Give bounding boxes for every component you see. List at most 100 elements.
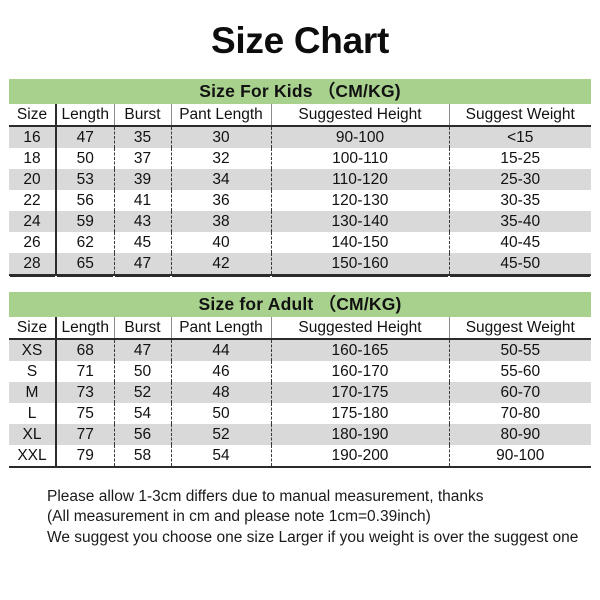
cell-suggest-weight: 45-50	[449, 252, 592, 276]
table-row: XL 77 56 52 180-190 80-90	[9, 423, 592, 445]
cell-pant-length: 40	[171, 231, 272, 253]
cell-burst: 56	[114, 423, 172, 445]
column-header-suggested-height: Suggested Height	[271, 103, 450, 127]
cell-size: 18	[9, 147, 57, 169]
cell-length: 53	[56, 168, 115, 190]
kids-table-body: 16 47 35 30 90-100 <15 18 50 37 32 100-1…	[9, 125, 592, 276]
cell-length: 50	[56, 147, 115, 169]
cell-pant-length: 36	[171, 189, 272, 211]
cell-size: S	[9, 360, 57, 382]
table-row: 20 53 39 34 110-120 25-30	[9, 168, 592, 190]
cell-pant-length: 46	[171, 360, 272, 382]
cell-suggested-height: 140-150	[271, 231, 450, 253]
cell-burst: 43	[114, 210, 172, 232]
cell-length: 56	[56, 189, 115, 211]
cell-suggest-weight: 30-35	[500, 191, 541, 209]
cell-suggested-height: 100-110	[271, 147, 450, 169]
cell-suggest-weight: 80-90	[449, 423, 592, 445]
cell-suggested-height: 110-120	[271, 168, 450, 190]
kids-size-table: Size For Kids （CM/KG) Size Length Burst …	[9, 78, 592, 276]
cell-suggest-weight: 40-45	[500, 233, 541, 251]
cell-length: 79	[56, 444, 115, 468]
cell-suggest-weight: 25-30	[449, 168, 592, 190]
cell-burst: 41	[114, 189, 172, 211]
cell-suggested-height: 160-170	[271, 360, 450, 382]
cell-length: 71	[56, 360, 115, 382]
footer-notes: Please allow 1-3cm differs due to manual…	[0, 487, 600, 549]
cell-burst: 35	[114, 125, 172, 148]
adult-column-header-row: Size Length Burst Pant Length Suggested …	[9, 316, 592, 340]
cell-pant-length: 50	[171, 402, 272, 424]
cell-burst: 47	[114, 338, 172, 361]
note-line-size-recommendation: We suggest you choose one size Larger if…	[47, 528, 579, 546]
cell-size: 26	[9, 231, 57, 253]
cell-burst: 45	[114, 231, 172, 253]
cell-suggested-height: 130-140	[271, 210, 450, 232]
cell-length: 62	[56, 231, 115, 253]
table-row: 22 56 41 36 120-130 30-35	[9, 189, 591, 211]
column-header-size: Size	[9, 103, 57, 127]
cell-burst: 37	[114, 147, 172, 169]
cell-suggest-weight: 15-25	[500, 149, 541, 167]
cell-pant-length: 30	[171, 125, 272, 148]
cell-burst: 39	[114, 168, 172, 190]
column-header-suggest-weight: Suggest Weight	[449, 316, 592, 340]
cell-suggest-weight: 55-60	[500, 362, 541, 380]
cell-suggest-weight: 60-70	[449, 381, 592, 403]
cell-suggested-height: 170-175	[271, 381, 450, 403]
cell-burst: 47	[114, 252, 172, 276]
cell-size: M	[9, 381, 57, 403]
adult-table-body: XS 68 47 44 160-165 50-55 S 71 50 46 160…	[9, 338, 592, 468]
table-row: 28 65 47 42 150-160 45-50	[9, 252, 592, 276]
cell-size: 16	[9, 125, 57, 148]
cell-size: 28	[9, 252, 57, 276]
cell-burst: 52	[114, 381, 172, 403]
cell-suggested-height: 150-160	[271, 252, 450, 276]
cell-suggested-height: 90-100	[271, 125, 450, 148]
cell-pant-length: 32	[171, 147, 272, 169]
cell-pant-length: 48	[171, 381, 272, 403]
cell-length: 65	[56, 252, 115, 276]
cell-pant-length: 38	[171, 210, 272, 232]
column-header-size: Size	[9, 316, 57, 340]
cell-suggested-height: 190-200	[271, 444, 450, 468]
cell-pant-length: 42	[171, 252, 272, 276]
note-line-unit-conversion: (All measurement in cm and please note 1…	[47, 508, 431, 526]
kids-column-header-row: Size Length Burst Pant Length Suggested …	[9, 103, 592, 127]
cell-burst: 50	[114, 360, 172, 382]
cell-burst: 58	[114, 444, 172, 468]
table-row: XS 68 47 44 160-165 50-55	[9, 338, 592, 361]
adult-size-table: Size for Adult （CM/KG) Size Length Burst…	[9, 291, 592, 468]
cell-suggest-weight: 90-100	[449, 444, 592, 468]
kids-size-table-block: Size For Kids （CM/KG) Size Length Burst …	[9, 78, 592, 276]
column-header-suggested-height: Suggested Height	[271, 316, 450, 340]
table-row: S 71 50 46 160-170 55-60	[9, 360, 591, 382]
cell-pant-length: 52	[171, 423, 272, 445]
cell-suggest-weight: 70-80	[500, 404, 541, 422]
cell-suggest-weight: 35-40	[449, 210, 592, 232]
cell-suggested-height: 120-130	[271, 189, 450, 211]
cell-size: XL	[9, 423, 57, 445]
table-row: M 73 52 48 170-175 60-70	[9, 381, 592, 403]
table-row: 24 59 43 38 130-140 35-40	[9, 210, 592, 232]
cell-size: XS	[9, 338, 57, 361]
column-header-pant-length: Pant Length	[171, 316, 272, 340]
column-header-burst: Burst	[114, 316, 172, 340]
cell-size: 22	[9, 189, 57, 211]
table-row: 18 50 37 32 100-110 15-25	[9, 147, 591, 169]
kids-banner-row: Size For Kids （CM/KG)	[9, 78, 592, 104]
table-row: 16 47 35 30 90-100 <15	[9, 125, 592, 148]
column-header-pant-length: Pant Length	[171, 103, 272, 127]
cell-size: 20	[9, 168, 57, 190]
cell-suggested-height: 160-165	[271, 338, 450, 361]
cell-length: 59	[56, 210, 115, 232]
column-header-length: Length	[56, 103, 115, 127]
page-title: Size Chart	[211, 20, 389, 61]
cell-size: 24	[9, 210, 57, 232]
cell-length: 75	[56, 402, 115, 424]
cell-pant-length: 34	[171, 168, 272, 190]
cell-suggest-weight: <15	[449, 125, 592, 148]
kids-banner-label: Size For Kids （CM/KG)	[9, 78, 592, 104]
cell-length: 68	[56, 338, 115, 361]
